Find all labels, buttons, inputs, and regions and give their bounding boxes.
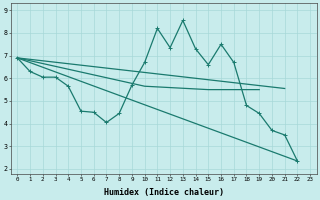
X-axis label: Humidex (Indice chaleur): Humidex (Indice chaleur) [104, 188, 224, 197]
